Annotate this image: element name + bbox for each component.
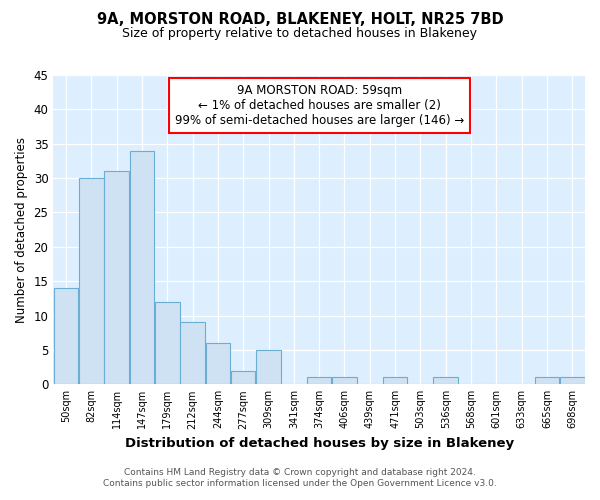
- Bar: [104, 171, 129, 384]
- Bar: [383, 378, 407, 384]
- Bar: [206, 343, 230, 384]
- Bar: [155, 302, 179, 384]
- Text: Contains HM Land Registry data © Crown copyright and database right 2024.
Contai: Contains HM Land Registry data © Crown c…: [103, 468, 497, 487]
- Bar: [535, 378, 559, 384]
- Bar: [307, 378, 331, 384]
- Bar: [79, 178, 104, 384]
- Text: 9A, MORSTON ROAD, BLAKENEY, HOLT, NR25 7BD: 9A, MORSTON ROAD, BLAKENEY, HOLT, NR25 7…: [97, 12, 503, 28]
- Bar: [130, 150, 154, 384]
- Bar: [560, 378, 584, 384]
- Text: Size of property relative to detached houses in Blakeney: Size of property relative to detached ho…: [122, 28, 478, 40]
- Bar: [180, 322, 205, 384]
- X-axis label: Distribution of detached houses by size in Blakeney: Distribution of detached houses by size …: [125, 437, 514, 450]
- Bar: [256, 350, 281, 384]
- Bar: [231, 370, 256, 384]
- Text: 9A MORSTON ROAD: 59sqm
← 1% of detached houses are smaller (2)
99% of semi-detac: 9A MORSTON ROAD: 59sqm ← 1% of detached …: [175, 84, 464, 128]
- Bar: [332, 378, 357, 384]
- Y-axis label: Number of detached properties: Number of detached properties: [15, 136, 28, 322]
- Bar: [433, 378, 458, 384]
- Bar: [53, 288, 78, 384]
